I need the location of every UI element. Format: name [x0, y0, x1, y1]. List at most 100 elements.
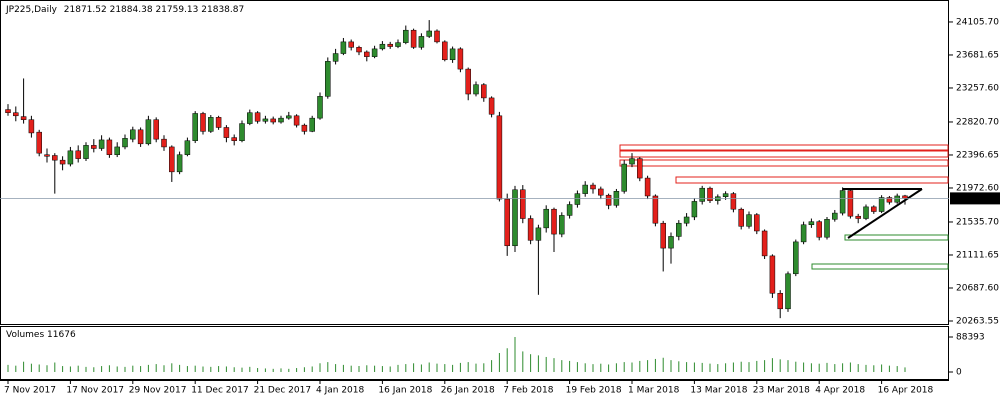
candle-body — [520, 189, 526, 219]
candle-body — [403, 29, 409, 43]
candle-body — [761, 230, 768, 257]
y-tick-label: 22396.65 — [956, 150, 999, 160]
candle-body — [231, 137, 237, 141]
candle-body — [184, 140, 191, 155]
candle-body — [847, 190, 854, 217]
candle-body — [371, 48, 378, 57]
candle-body — [395, 42, 401, 47]
candle-body — [660, 222, 666, 249]
candle-body — [340, 41, 347, 54]
candle-body — [5, 109, 11, 113]
candle-body — [863, 206, 869, 219]
candle-body — [13, 112, 19, 117]
volume-current: 11676 — [47, 330, 76, 340]
candle-body — [176, 154, 183, 173]
x-tick-label: 29 Nov 2017 — [129, 386, 187, 396]
y-tick-label: 20263.55 — [956, 316, 999, 326]
x-tick-label: 23 Mar 2018 — [753, 386, 810, 396]
candle-body — [652, 195, 659, 224]
candle-body — [215, 117, 222, 128]
resistance-zone — [619, 159, 949, 167]
high: 21884.38 — [110, 5, 153, 15]
candle-body — [808, 221, 815, 226]
candle-body — [605, 194, 612, 206]
candle-body — [777, 292, 783, 310]
candle-body — [356, 47, 362, 53]
x-tick-label: 19 Feb 2018 — [566, 386, 622, 396]
candle-body — [481, 84, 487, 99]
candle-body — [691, 201, 698, 218]
y-tick-label: 24105.70 — [956, 17, 999, 27]
open: 21871.52 — [64, 5, 107, 15]
candle-body — [621, 163, 627, 192]
triangle — [843, 188, 923, 239]
candle-body — [839, 190, 846, 214]
candle-body — [785, 273, 791, 310]
candle-body — [91, 145, 97, 149]
volume-pane — [0, 326, 949, 380]
candle-body — [551, 208, 557, 235]
candle-body — [286, 115, 292, 119]
candle-body — [793, 241, 799, 275]
candle-body — [496, 115, 503, 200]
candle-body — [629, 158, 635, 165]
candle-body — [317, 96, 323, 119]
candle-body — [816, 221, 822, 238]
y-tick-label: 21535.70 — [956, 217, 999, 227]
candle-body — [83, 145, 89, 159]
candle-body — [247, 112, 253, 124]
candle-body — [527, 218, 534, 241]
candle-body — [36, 131, 42, 154]
x-tick-label: 13 Mar 2018 — [690, 386, 747, 396]
candle-body — [738, 208, 744, 227]
resistance-zone — [619, 144, 949, 151]
x-tick-label: 1 Mar 2018 — [628, 386, 680, 396]
candle-body — [98, 139, 105, 149]
candle-body — [535, 227, 542, 241]
candle-body — [722, 193, 729, 197]
candle-body — [769, 255, 776, 294]
candle-body — [262, 118, 269, 122]
price-tag-label: 21838.87 — [956, 194, 999, 204]
candle-body — [364, 51, 370, 57]
candle-body — [894, 195, 900, 203]
candle-body — [582, 184, 588, 194]
x-tick-label: 4 Apr 2018 — [815, 386, 865, 396]
candle-body — [20, 116, 27, 120]
candle-body — [169, 146, 175, 173]
x-tick-label: 16 Jan 2018 — [378, 386, 432, 396]
candle-body — [270, 118, 276, 123]
candle-body — [434, 30, 440, 43]
candle-body — [52, 155, 58, 161]
x-tick-label: 21 Dec 2017 — [254, 386, 312, 396]
candle-body — [67, 150, 74, 165]
y-tick-label: 21972.60 — [956, 183, 999, 193]
candle-body — [145, 119, 152, 145]
candle-body — [223, 127, 230, 138]
candle-body — [465, 68, 471, 95]
close: 21838.87 — [201, 5, 244, 15]
candle-body — [114, 146, 120, 155]
x-tick-label: 7 Feb 2018 — [503, 386, 554, 396]
candle-body — [137, 129, 144, 145]
y-tick-label: 22820.70 — [956, 117, 999, 127]
candle-body — [902, 195, 908, 199]
candle-body — [122, 138, 128, 148]
candle-body — [161, 138, 167, 148]
candle-body — [886, 197, 893, 203]
candle-body — [878, 197, 885, 212]
candle-body — [668, 236, 674, 249]
candle-body — [426, 30, 432, 37]
candle-body — [746, 214, 752, 227]
x-tick-label: 26 Jan 2018 — [441, 386, 495, 396]
symbol: JP225,Daily — [5, 5, 58, 15]
candle-body — [332, 53, 339, 62]
x-tick-label: 17 Nov 2017 — [66, 386, 124, 396]
y-tick-label: 23681.65 — [956, 50, 999, 60]
candle-body — [379, 43, 386, 50]
low: 21759.13 — [155, 5, 198, 15]
candle-body — [574, 193, 581, 205]
candle-body — [28, 119, 35, 134]
candle-body — [153, 119, 159, 140]
